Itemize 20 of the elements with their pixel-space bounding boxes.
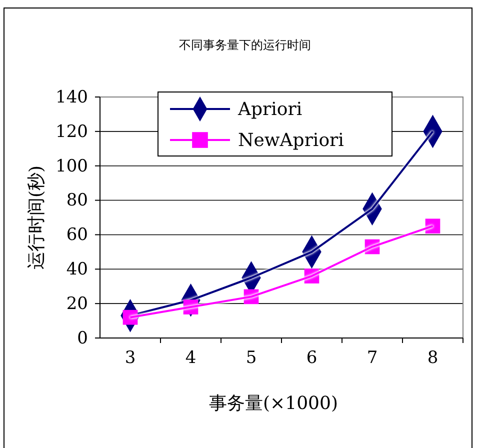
x-tick-label: 5 xyxy=(246,348,257,368)
x-tick-label: 7 xyxy=(366,348,378,368)
y-tick-label: 40 xyxy=(66,260,88,280)
y-tick-label: 100 xyxy=(56,156,88,176)
y-tick-label: 20 xyxy=(66,294,88,314)
chart-title: 不同事务量下的运行时间 xyxy=(179,38,311,52)
y-axis-title: 运行时间(秒) xyxy=(26,165,47,270)
x-axis-title: 事务量(×1000) xyxy=(209,393,338,414)
legend-label: Apriori xyxy=(237,99,302,120)
y-tick-label: 120 xyxy=(56,122,88,142)
y-tick-label: 0 xyxy=(77,328,88,348)
y-tick-label: 80 xyxy=(66,190,88,211)
y-tick-label: 60 xyxy=(66,225,88,246)
x-tick-label: 3 xyxy=(124,348,136,368)
point xyxy=(425,218,440,234)
x-tick-label: 4 xyxy=(185,348,196,368)
y-tick-label: 140 xyxy=(56,87,88,108)
x-tick-label: 8 xyxy=(427,348,438,368)
legend-label: NewApriori xyxy=(238,130,344,151)
x-tick-label: 6 xyxy=(306,348,318,368)
